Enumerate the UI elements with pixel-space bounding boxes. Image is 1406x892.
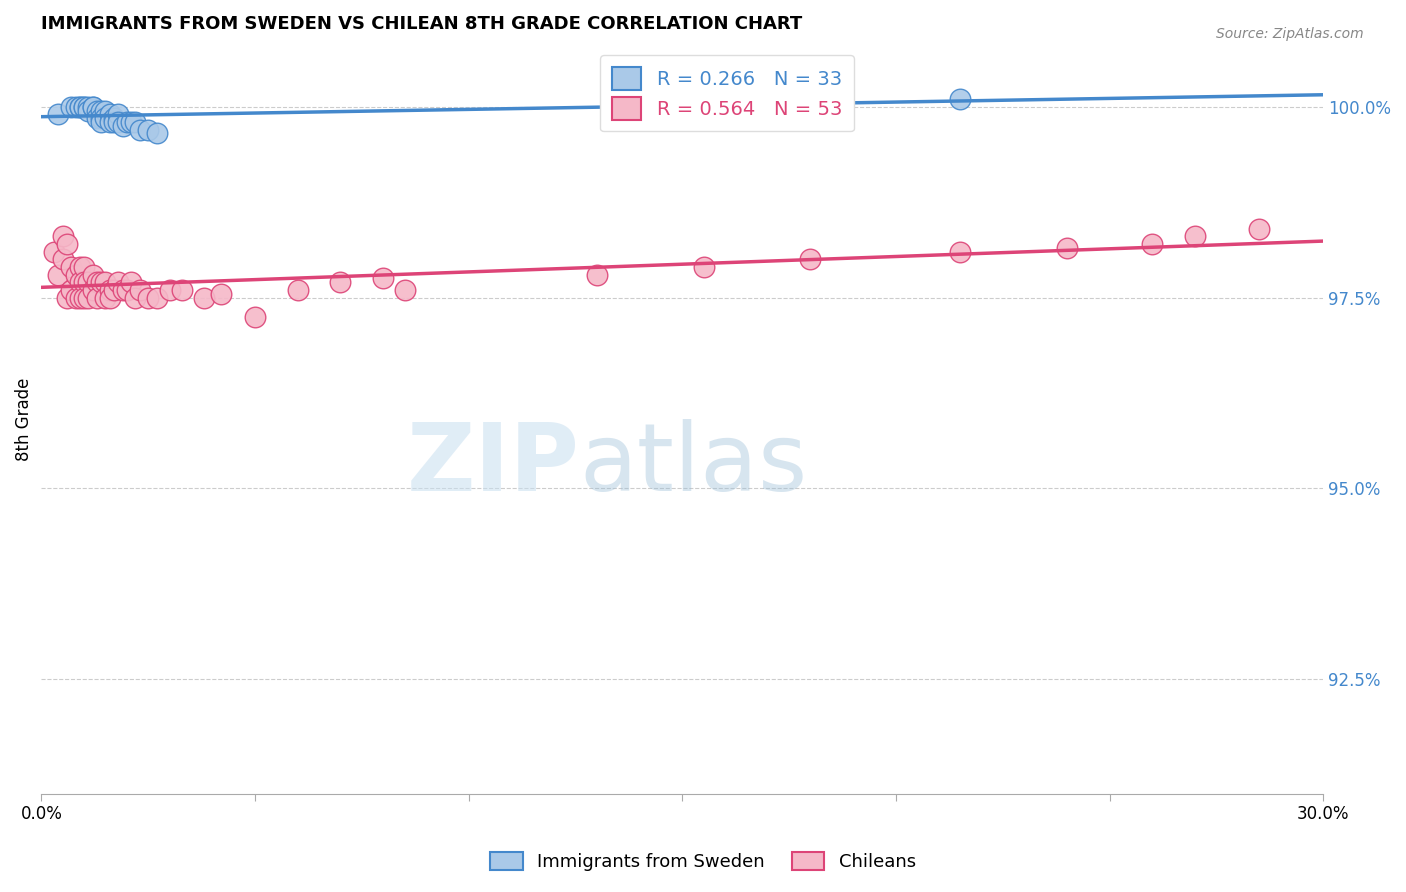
Point	[94, 103, 117, 118]
Point	[209, 286, 232, 301]
Point	[98, 115, 121, 129]
Point	[756, 92, 779, 106]
Point	[120, 275, 142, 289]
Point	[73, 100, 96, 114]
Point	[65, 100, 87, 114]
Point	[799, 252, 821, 267]
Point	[73, 260, 96, 274]
Point	[585, 268, 607, 282]
Point	[77, 275, 100, 289]
Point	[107, 275, 129, 289]
Point	[120, 115, 142, 129]
Point	[65, 291, 87, 305]
Point	[69, 260, 91, 274]
Point	[98, 291, 121, 305]
Text: IMMIGRANTS FROM SWEDEN VS CHILEAN 8TH GRADE CORRELATION CHART: IMMIGRANTS FROM SWEDEN VS CHILEAN 8TH GR…	[41, 15, 803, 33]
Point	[60, 283, 83, 297]
Point	[73, 291, 96, 305]
Point	[94, 111, 117, 125]
Point	[86, 103, 108, 118]
Y-axis label: 8th Grade: 8th Grade	[15, 378, 32, 461]
Point	[56, 291, 79, 305]
Point	[115, 283, 138, 297]
Point	[60, 100, 83, 114]
Point	[1247, 222, 1270, 236]
Point	[128, 283, 150, 297]
Point	[77, 291, 100, 305]
Point	[145, 127, 167, 141]
Point	[86, 275, 108, 289]
Legend: R = 0.266   N = 33, R = 0.564   N = 53: R = 0.266 N = 33, R = 0.564 N = 53	[600, 55, 853, 131]
Point	[44, 244, 66, 259]
Point	[90, 275, 112, 289]
Point	[60, 260, 83, 274]
Point	[373, 271, 395, 285]
Point	[82, 100, 104, 114]
Point	[128, 122, 150, 136]
Point	[52, 252, 75, 267]
Point	[1056, 241, 1078, 255]
Point	[90, 103, 112, 118]
Point	[949, 244, 972, 259]
Point	[107, 115, 129, 129]
Point	[86, 291, 108, 305]
Point	[159, 283, 181, 297]
Point	[86, 111, 108, 125]
Point	[48, 268, 70, 282]
Point	[90, 115, 112, 129]
Point	[77, 103, 100, 118]
Point	[103, 283, 125, 297]
Point	[124, 291, 146, 305]
Point	[103, 115, 125, 129]
Point	[193, 291, 215, 305]
Point	[949, 92, 972, 106]
Point	[69, 275, 91, 289]
Point	[90, 111, 112, 125]
Point	[98, 283, 121, 297]
Point	[692, 260, 714, 274]
Point	[69, 291, 91, 305]
Point	[145, 291, 167, 305]
Point	[111, 283, 134, 297]
Point	[124, 115, 146, 129]
Point	[56, 237, 79, 252]
Point	[82, 283, 104, 297]
Point	[48, 107, 70, 121]
Point	[65, 268, 87, 282]
Point	[136, 122, 159, 136]
Point	[94, 275, 117, 289]
Text: ZIP: ZIP	[406, 418, 579, 510]
Point	[94, 291, 117, 305]
Point	[394, 283, 416, 297]
Point	[69, 100, 91, 114]
Point	[52, 229, 75, 244]
Point	[329, 275, 352, 289]
Point	[243, 310, 266, 324]
Point	[73, 275, 96, 289]
Point	[82, 268, 104, 282]
Point	[111, 119, 134, 133]
Point	[103, 111, 125, 125]
Point	[1184, 229, 1206, 244]
Point	[107, 107, 129, 121]
Point	[98, 107, 121, 121]
Point	[172, 283, 194, 297]
Point	[82, 100, 104, 114]
Point	[136, 291, 159, 305]
Point	[115, 115, 138, 129]
Point	[287, 283, 309, 297]
Legend: Immigrants from Sweden, Chileans: Immigrants from Sweden, Chileans	[482, 845, 924, 879]
Text: atlas: atlas	[579, 418, 808, 510]
Text: Source: ZipAtlas.com: Source: ZipAtlas.com	[1216, 27, 1364, 41]
Point	[69, 100, 91, 114]
Point	[1142, 237, 1164, 252]
Point	[77, 100, 100, 114]
Point	[73, 100, 96, 114]
